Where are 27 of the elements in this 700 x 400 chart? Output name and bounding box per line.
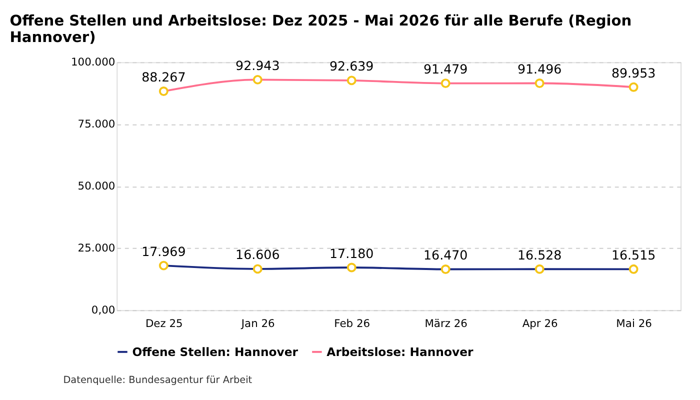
legend-label: Offene Stellen: Hannover <box>132 344 298 359</box>
data-label: 16.528 <box>517 247 562 262</box>
y-tick-label: 25.000 <box>78 242 116 255</box>
data-label: 17.969 <box>142 244 186 259</box>
x-tick-label: Apr 26 <box>522 317 558 330</box>
legend-label: Arbeitslose: Hannover <box>326 344 474 359</box>
y-tick-label: 0,00 <box>91 304 116 317</box>
y-tick-label: 100.000 <box>71 56 116 69</box>
data-label: 91.496 <box>517 62 562 77</box>
y-tick-label: 50.000 <box>78 180 116 193</box>
x-tick-label: Dez 25 <box>145 317 183 330</box>
data-label: 89.953 <box>611 65 656 80</box>
text: Datenquelle: Bundesagentur für Arbeit <box>63 375 252 386</box>
y-tick-label: 75.000 <box>78 118 116 131</box>
data-label: 92.943 <box>236 58 280 73</box>
x-tick-label: Mai 26 <box>616 317 652 330</box>
data-label: 88.267 <box>142 70 186 85</box>
data-label: 92.639 <box>330 58 374 74</box>
data-label: 16.606 <box>236 247 280 262</box>
data-label: 17.180 <box>330 246 374 261</box>
data-label: 16.515 <box>611 247 656 262</box>
chart-title: Offene Stellen und Arbeitslose: Dez 2025 - Mai 2026 für alle Berufe (Region Hannover) <box>10 12 632 46</box>
data-label: 91.479 <box>424 62 468 77</box>
x-tick-label: Feb 26 <box>334 317 370 330</box>
x-tick-label: März 26 <box>424 317 468 330</box>
x-tick-label: Jan 26 <box>240 317 276 330</box>
data-label: 16.470 <box>424 248 468 263</box>
